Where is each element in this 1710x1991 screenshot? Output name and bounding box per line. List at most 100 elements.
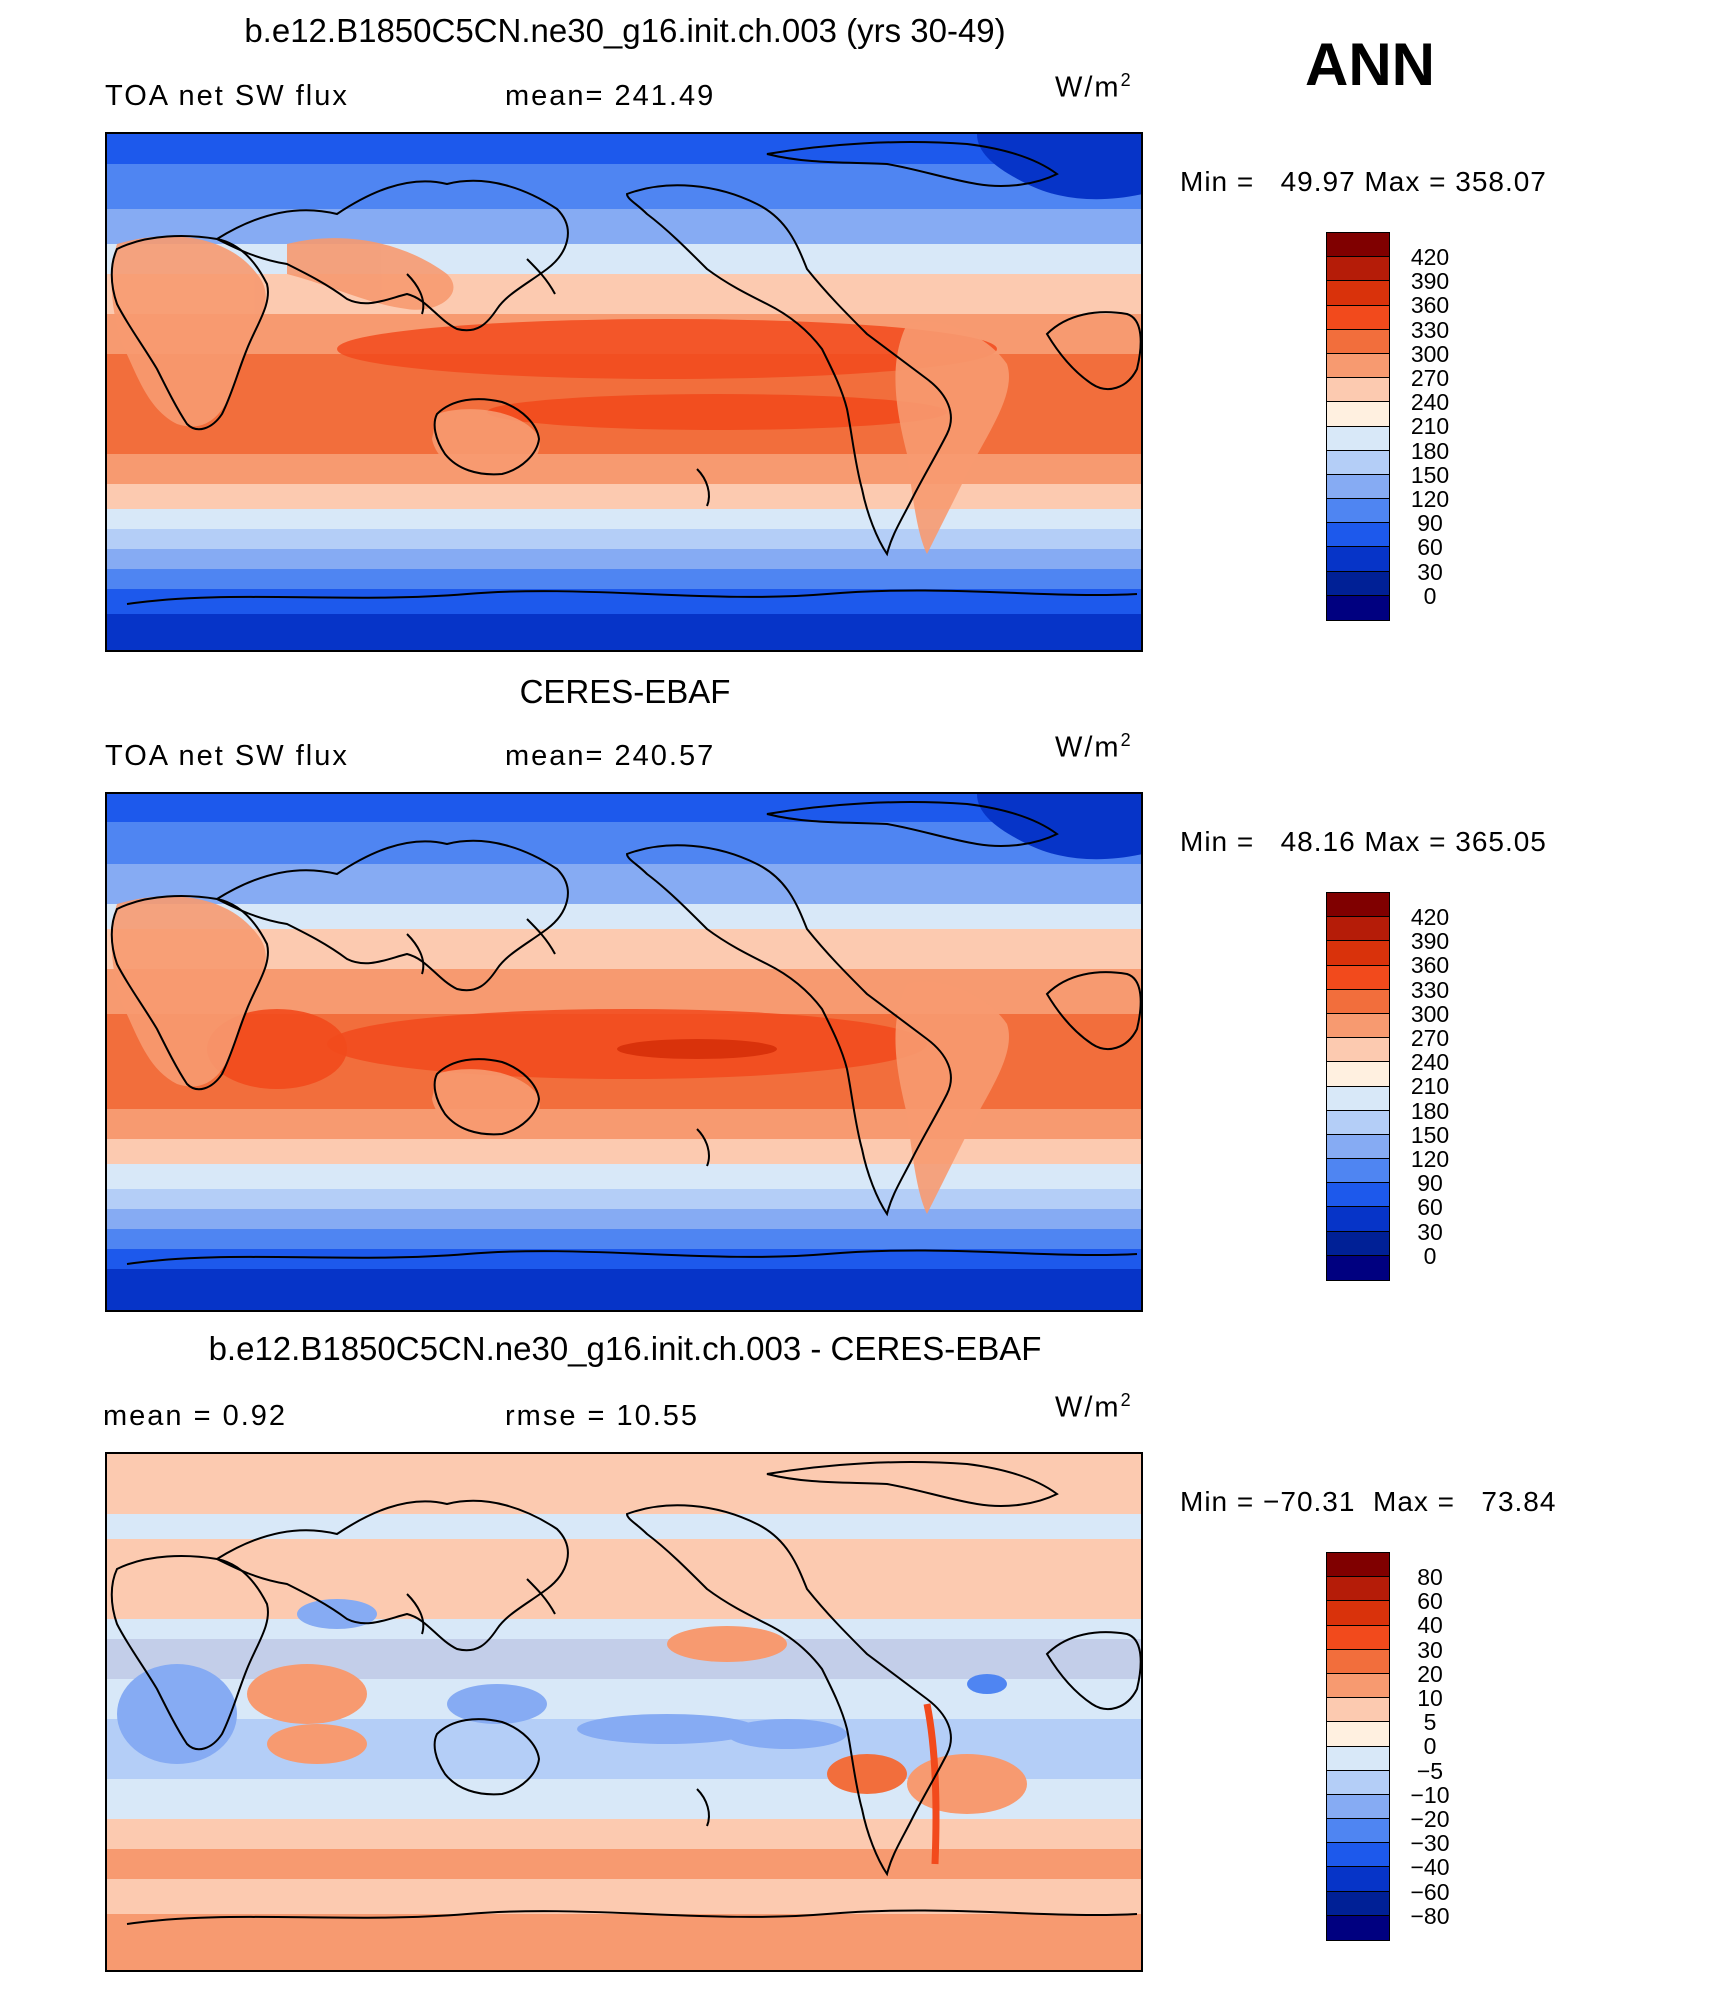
colorbar-swatch <box>1327 595 1389 620</box>
panel2-variable-label: TOA net SW flux <box>105 740 349 772</box>
colorbar-swatch <box>1327 1553 1389 1578</box>
colorbar-swatch <box>1327 1915 1389 1940</box>
panel1-colorbar <box>1326 232 1390 621</box>
colorbar-swatch <box>1327 1746 1389 1771</box>
panel1-variable-label: TOA net SW flux <box>105 80 349 112</box>
colorbar-tick-label: 0 <box>1423 1733 1437 1760</box>
colorbar-swatch <box>1327 1698 1389 1723</box>
panel3-mean-label: mean = 0.92 <box>103 1400 288 1432</box>
colorbar-swatch <box>1327 1110 1389 1135</box>
colorbar-swatch <box>1327 1673 1389 1699</box>
colorbar-tick-label: 80 <box>1417 1564 1443 1590</box>
colorbar-tick-label: 5 <box>1423 1709 1437 1736</box>
colorbar-tick-label: 420 <box>1410 904 1450 930</box>
colorbar-swatch <box>1327 1867 1389 1892</box>
colorbar-tick-label: 0 <box>1423 1242 1437 1269</box>
colorbar-swatch <box>1327 1625 1389 1650</box>
panel3-map <box>105 1452 1143 1972</box>
colorbar-tick-label: −80 <box>1410 1902 1450 1929</box>
colorbar-swatch <box>1327 989 1389 1014</box>
colorbar-swatch <box>1327 523 1389 548</box>
panel3-rmse-label: rmse = 10.55 <box>505 1400 700 1432</box>
colorbar-swatch <box>1327 474 1389 500</box>
colorbar-tick-label: 150 <box>1410 1121 1450 1148</box>
panel3-title: b.e12.B1850C5CN.ne30_g16.init.ch.003 - C… <box>208 1330 1042 1367</box>
colorbar-swatch <box>1327 305 1389 330</box>
panel1-units: W/m2 <box>1055 70 1131 104</box>
colorbar-tick-label: 10 <box>1417 1685 1443 1711</box>
panel2-mean-label: mean= 240.57 <box>505 740 716 772</box>
colorbar-tick-label: 420 <box>1410 244 1450 270</box>
panel3-units: W/m2 <box>1055 1390 1131 1424</box>
colorbar-swatch <box>1327 499 1389 524</box>
colorbar-tick-label: 300 <box>1410 1000 1450 1027</box>
colorbar-tick-label: 30 <box>1417 1636 1443 1663</box>
colorbar-tick-label: 60 <box>1417 1588 1443 1615</box>
colorbar-tick-label: 210 <box>1410 1073 1450 1100</box>
colorbar-tick-label: 240 <box>1410 1049 1450 1076</box>
colorbar-swatch <box>1327 1038 1389 1063</box>
colorbar-tick-label: 120 <box>1410 486 1450 512</box>
colorbar-swatch <box>1327 233 1389 258</box>
colorbar-tick-label: 150 <box>1410 461 1450 488</box>
colorbar-swatch <box>1327 402 1389 427</box>
panel1-map <box>105 132 1143 652</box>
colorbar-swatch <box>1327 1601 1389 1626</box>
panel2-colorbar <box>1326 892 1390 1281</box>
colorbar-swatch <box>1327 917 1389 942</box>
colorbar-swatch <box>1327 378 1389 403</box>
panel2-map <box>105 792 1143 1312</box>
colorbar-tick-label: −5 <box>1416 1757 1444 1784</box>
colorbar-swatch <box>1327 965 1389 990</box>
season-label: ANN <box>1305 31 1435 98</box>
colorbar-swatch <box>1327 893 1389 918</box>
colorbar-swatch <box>1327 1794 1389 1820</box>
colorbar-tick-label: 30 <box>1417 558 1443 585</box>
colorbar-swatch <box>1327 1722 1389 1747</box>
colorbar-swatch <box>1327 329 1389 354</box>
panel2-minmax: Min = 48.16 Max = 365.05 <box>1180 826 1547 857</box>
colorbar-swatch <box>1327 1134 1389 1160</box>
panel2-units: W/m2 <box>1055 730 1131 764</box>
colorbar-tick-label: −60 <box>1410 1878 1450 1905</box>
colorbar-tick-label: −10 <box>1410 1781 1450 1808</box>
colorbar-swatch <box>1327 450 1389 475</box>
colorbar-swatch <box>1327 1891 1389 1916</box>
colorbar-swatch <box>1327 571 1389 596</box>
colorbar-swatch <box>1327 1159 1389 1184</box>
colorbar-swatch <box>1327 1207 1389 1232</box>
colorbar-swatch <box>1327 1013 1389 1039</box>
colorbar-tick-label: 360 <box>1410 952 1450 979</box>
colorbar-tick-label: 30 <box>1417 1218 1443 1245</box>
colorbar-swatch <box>1327 257 1389 282</box>
colorbar-tick-label: −20 <box>1410 1806 1450 1832</box>
colorbar-swatch <box>1327 1770 1389 1795</box>
colorbar-swatch <box>1327 353 1389 379</box>
colorbar-swatch <box>1327 1183 1389 1208</box>
colorbar-tick-label: 120 <box>1410 1146 1450 1172</box>
colorbar-tick-label: 60 <box>1417 534 1443 561</box>
colorbar-swatch <box>1327 281 1389 306</box>
colorbar-tick-label: 180 <box>1410 437 1450 464</box>
colorbar-tick-label: 270 <box>1410 365 1450 391</box>
colorbar-tick-label: 330 <box>1410 976 1450 1003</box>
colorbar-tick-label: 330 <box>1410 316 1450 343</box>
colorbar-tick-label: 300 <box>1410 340 1450 367</box>
colorbar-swatch <box>1327 941 1389 966</box>
colorbar-swatch <box>1327 547 1389 572</box>
panel3-colorbar <box>1326 1552 1390 1941</box>
colorbar-tick-label: −30 <box>1410 1830 1450 1857</box>
colorbar-swatch <box>1327 1231 1389 1256</box>
colorbar-swatch <box>1327 1255 1389 1280</box>
colorbar-tick-label: 390 <box>1410 928 1450 955</box>
colorbar-swatch <box>1327 1819 1389 1844</box>
colorbar-tick-label: 360 <box>1410 292 1450 319</box>
panel1-minmax: Min = 49.97 Max = 358.07 <box>1180 166 1547 197</box>
colorbar-swatch <box>1327 426 1389 451</box>
colorbar-tick-label: 240 <box>1410 389 1450 416</box>
colorbar-tick-label: 210 <box>1410 413 1450 440</box>
colorbar-tick-label: 390 <box>1410 268 1450 295</box>
colorbar-tick-label: 90 <box>1417 1170 1443 1197</box>
colorbar-tick-label: 40 <box>1417 1612 1443 1639</box>
colorbar-swatch <box>1327 1086 1389 1111</box>
